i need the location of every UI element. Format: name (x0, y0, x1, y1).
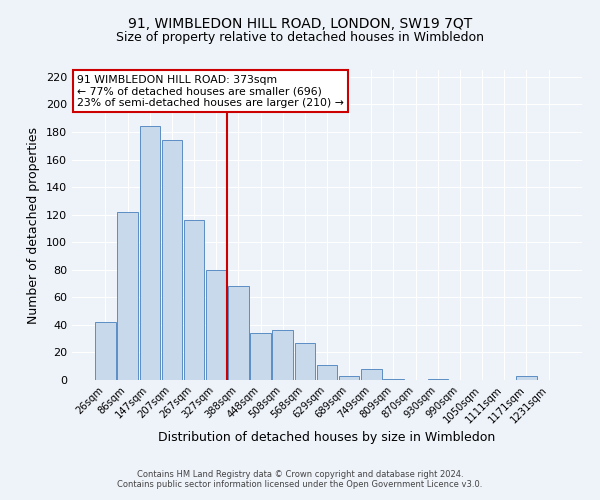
Text: 91 WIMBLEDON HILL ROAD: 373sqm
← 77% of detached houses are smaller (696)
23% of: 91 WIMBLEDON HILL ROAD: 373sqm ← 77% of … (77, 74, 344, 108)
Y-axis label: Number of detached properties: Number of detached properties (28, 126, 40, 324)
Bar (317, 365, 337, 380)
Text: Size of property relative to detached houses in Wimbledon: Size of property relative to detached ho… (116, 31, 484, 44)
Text: 91, WIMBLEDON HILL ROAD, LONDON, SW19 7QT: 91, WIMBLEDON HILL ROAD, LONDON, SW19 7Q… (128, 18, 472, 32)
Bar (184, 220, 204, 380)
Bar (95, 322, 116, 380)
Text: Contains HM Land Registry data © Crown copyright and database right 2024.
Contai: Contains HM Land Registry data © Crown c… (118, 470, 482, 489)
Bar (339, 376, 359, 380)
Bar (272, 330, 293, 380)
Bar (428, 378, 448, 380)
Bar (516, 376, 536, 380)
Bar (140, 126, 160, 380)
Bar (295, 343, 315, 380)
Bar (383, 378, 404, 380)
X-axis label: Distribution of detached houses by size in Wimbledon: Distribution of detached houses by size … (158, 430, 496, 444)
Bar (161, 140, 182, 380)
Bar (118, 212, 138, 380)
Bar (250, 333, 271, 380)
Bar (206, 270, 226, 380)
Bar (228, 286, 248, 380)
Bar (361, 369, 382, 380)
